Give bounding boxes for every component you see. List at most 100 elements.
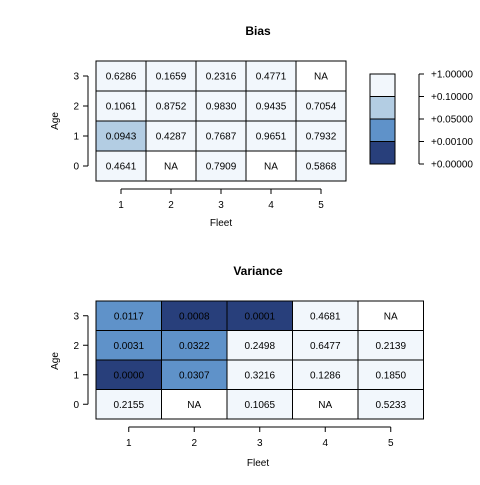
variance-cell-label: 0.6477 <box>310 341 341 352</box>
variance-cell-label: 0.2139 <box>375 341 406 352</box>
bias-cell-label: 0.9435 <box>256 102 287 113</box>
bias-cell-label: 0.7909 <box>206 162 237 173</box>
legend-swatch <box>369 73 396 97</box>
bias-cell-label: 0.7687 <box>206 132 237 143</box>
bias-y-tick-label: 3 <box>73 72 79 83</box>
variance-cell-age0-fleet2 <box>161 389 228 420</box>
variance-chart-title: Variance <box>233 264 283 278</box>
variance-cell-label: 0.0001 <box>244 311 275 322</box>
bias-chart-title: Bias <box>245 24 271 38</box>
variance-cell-age1-fleet4 <box>292 359 359 390</box>
bias-cell-age2-fleet3 <box>195 90 247 122</box>
bias-x-tick-label: 2 <box>168 200 174 211</box>
legend-swatch <box>369 118 396 142</box>
variance-cell-label: 0.1286 <box>310 370 341 381</box>
variance-cell-label: NA <box>318 400 332 411</box>
bias-cell-age3-fleet3 <box>195 60 247 92</box>
variance-cell-label: 0.1065 <box>244 400 275 411</box>
bias-cell-label: 0.4771 <box>256 72 287 83</box>
bias-cell-label: NA <box>314 72 328 83</box>
variance-x-tick-label: 5 <box>388 438 394 449</box>
bias-x-tick-label: 4 <box>268 200 274 211</box>
variance-cell-label: 0.1850 <box>375 370 406 381</box>
bias-cell-age0-fleet1 <box>95 150 147 182</box>
bias-cell-label: 0.0943 <box>106 132 137 143</box>
variance-cell-age1-fleet5 <box>357 359 424 390</box>
legend-tick-label: +0.10000 <box>431 92 473 103</box>
bias-y-axis-label: Age <box>50 112 61 130</box>
variance-cell-age0-fleet5 <box>357 389 424 420</box>
variance-cell-label: 0.0322 <box>179 341 210 352</box>
legend-tick-label: +1.00000 <box>431 70 473 81</box>
bias-cell-label: 0.9651 <box>256 132 287 143</box>
variance-x-tick-label: 2 <box>191 438 197 449</box>
bias-x-tick-label: 3 <box>218 200 224 211</box>
bias-cell-label: 0.9830 <box>206 102 237 113</box>
variance-cell-age2-fleet5 <box>357 330 424 361</box>
bias-cell-label: 0.4641 <box>106 162 137 173</box>
variance-cell-label: NA <box>187 400 201 411</box>
bias-cell-label: NA <box>264 162 278 173</box>
variance-cell-age3-fleet1 <box>95 300 162 331</box>
variance-cell-label: 0.0117 <box>114 311 144 322</box>
bias-y-tick-label: 0 <box>73 162 79 173</box>
variance-cell-age1-fleet3 <box>226 359 293 390</box>
bias-cell-label: 0.7054 <box>306 102 337 113</box>
variance-y-tick-label: 2 <box>73 341 79 352</box>
legend-tick-label: +0.00000 <box>431 160 473 171</box>
variance-y-tick-label: 3 <box>73 311 79 322</box>
bias-cell-label: 0.1061 <box>106 102 137 113</box>
bias-cell-label: 0.8752 <box>156 102 187 113</box>
bias-cell-age1-fleet4 <box>245 120 297 152</box>
variance-cell-label: 0.3216 <box>244 370 275 381</box>
bias-cell-age3-fleet4 <box>245 60 297 92</box>
bias-cell-label: NA <box>164 162 178 173</box>
variance-cell-age0-fleet4 <box>292 389 359 420</box>
variance-x-axis-label: Fleet <box>247 458 269 469</box>
variance-cell-label: NA <box>384 311 398 322</box>
bias-cell-age2-fleet4 <box>245 90 297 122</box>
bias-y-tick-label: 1 <box>73 132 79 143</box>
bias-cell-label: 0.1659 <box>156 72 187 83</box>
bias-cell-age2-fleet5 <box>295 90 347 122</box>
bias-cell-age1-fleet5 <box>295 120 347 152</box>
bias-cell-label: 0.6286 <box>106 72 137 83</box>
bias-cell-age0-fleet4 <box>245 150 297 182</box>
variance-cell-label: 0.0307 <box>179 370 210 381</box>
legend-swatch <box>369 141 396 165</box>
bias-y-tick-label: 2 <box>73 102 79 113</box>
legend-swatch <box>369 96 396 120</box>
variance-cell-label: 0.0008 <box>179 311 210 322</box>
variance-y-axis-label: Age <box>50 352 61 370</box>
bias-cell-label: 0.4287 <box>156 132 187 143</box>
variance-cell-age3-fleet5 <box>357 300 424 331</box>
variance-cell-label: 0.0000 <box>113 370 144 381</box>
bias-cell-age0-fleet5 <box>295 150 347 182</box>
bias-cell-age3-fleet1 <box>95 60 147 92</box>
chart-marks: 0.4641 NA 0.7909 NA 0.5868 0.0943 0.4287 0.7687… <box>73 60 473 449</box>
bias-x-tick-label: 5 <box>318 200 324 211</box>
variance-cell-label: 0.5233 <box>375 400 406 411</box>
variance-cell-label: 0.2498 <box>244 341 275 352</box>
variance-cell-label: 0.2155 <box>113 400 144 411</box>
legend-tick-label: +0.05000 <box>431 115 473 126</box>
variance-x-tick-label: 3 <box>257 438 263 449</box>
variance-x-tick-label: 4 <box>322 438 328 449</box>
variance-cell-age0-fleet1 <box>95 389 162 420</box>
bias-cell-label: 0.7932 <box>306 132 337 143</box>
variance-cell-label: 0.4681 <box>310 311 341 322</box>
variance-cell-age2-fleet3 <box>226 330 293 361</box>
bias-cell-age0-fleet3 <box>195 150 247 182</box>
bias-cell-label: 0.2316 <box>206 72 237 83</box>
legend-tick-label: +0.00100 <box>431 137 473 148</box>
bias-cell-age2-fleet2 <box>145 90 197 122</box>
bias-cell-age1-fleet3 <box>195 120 247 152</box>
bias-cell-age3-fleet2 <box>145 60 197 92</box>
variance-cell-age3-fleet4 <box>292 300 359 331</box>
variance-cell-age3-fleet2 <box>161 300 228 331</box>
bias-cell-label: 0.5868 <box>306 162 337 173</box>
bias-x-tick-label: 1 <box>118 200 124 211</box>
variance-cell-age2-fleet4 <box>292 330 359 361</box>
